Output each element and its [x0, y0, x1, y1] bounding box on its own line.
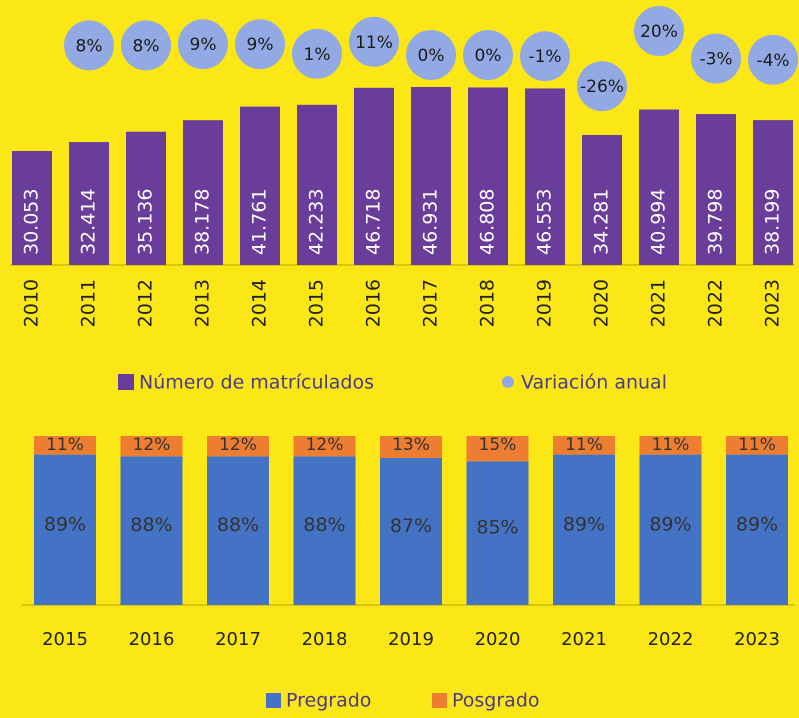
variation-label: -3%	[699, 50, 732, 70]
legend-label: Pregrado	[286, 690, 371, 712]
legend-swatch	[432, 693, 447, 708]
segment-label: 89%	[563, 513, 605, 535]
x-tick-label: 2011	[78, 279, 100, 327]
background	[0, 0, 799, 714]
x-tick-label: 2015	[42, 629, 88, 650]
x-tick-label: 2015	[306, 279, 328, 327]
bar-value-label: 46.553	[534, 189, 556, 255]
variation-label: 11%	[355, 33, 393, 53]
variation-label: -26%	[580, 77, 624, 97]
legend-swatch	[502, 376, 514, 388]
bar-value-label: 35.136	[135, 189, 157, 255]
x-tick-label: 2012	[135, 279, 157, 327]
legend-label: Variación anual	[521, 372, 667, 394]
legend-label: Número de matrículados	[139, 372, 374, 394]
variation-label: -1%	[528, 47, 561, 67]
segment-label: 11%	[652, 435, 690, 455]
x-tick-label: 2020	[475, 629, 521, 650]
x-tick-label: 2019	[388, 629, 434, 650]
segment-label: 89%	[736, 513, 778, 535]
bar-value-label: 38.178	[192, 189, 214, 255]
x-tick-label: 2014	[249, 279, 271, 327]
bar-value-label: 42.233	[306, 189, 328, 255]
segment-label: 87%	[390, 515, 432, 537]
x-tick-label: 2021	[561, 629, 607, 650]
segment-label: 11%	[46, 435, 84, 455]
bar-value-label: 41.761	[249, 189, 271, 255]
x-tick-label: 2017	[420, 279, 442, 327]
variation-label: 1%	[304, 45, 331, 65]
x-tick-label: 2019	[534, 279, 556, 327]
bar-value-label: 46.808	[477, 189, 499, 255]
x-tick-label: 2018	[477, 279, 499, 327]
legend-label: Posgrado	[452, 690, 540, 712]
bar-value-label: 40.994	[648, 189, 670, 255]
segment-label: 12%	[306, 435, 344, 455]
x-tick-label: 2016	[363, 279, 385, 327]
variation-label: 9%	[190, 35, 217, 55]
bar-value-label: 46.718	[363, 189, 385, 255]
variation-label: 9%	[247, 35, 274, 55]
variation-label: 20%	[640, 22, 678, 42]
variation-label: -4%	[756, 51, 789, 71]
segment-label: 15%	[479, 435, 517, 455]
x-tick-label: 2022	[648, 629, 694, 650]
bar-value-label: 39.798	[705, 189, 727, 255]
segment-label: 88%	[130, 514, 172, 536]
x-tick-label: 2013	[192, 279, 214, 327]
x-tick-label: 2023	[762, 279, 784, 327]
x-tick-label: 2017	[215, 629, 261, 650]
legend-swatch	[266, 693, 281, 708]
bar-value-label: 34.281	[591, 189, 613, 255]
segment-label: 89%	[44, 513, 86, 535]
infographic: 30.053 2010 32.414 2011 8% 35.136 2012 8% 38.178…	[0, 0, 799, 714]
x-tick-label: 2022	[705, 279, 727, 327]
variation-label: 8%	[76, 36, 103, 56]
segment-label: 89%	[649, 513, 691, 535]
segment-label: 12%	[219, 435, 257, 455]
x-tick-label: 2016	[129, 629, 175, 650]
legend-swatch	[118, 374, 134, 390]
x-tick-label: 2021	[648, 279, 670, 327]
x-tick-label: 2020	[591, 279, 613, 327]
segment-label: 11%	[738, 435, 776, 455]
variation-label: 0%	[418, 46, 445, 66]
variation-label: 8%	[133, 36, 160, 56]
x-tick-label: 2018	[302, 629, 348, 650]
bar-value-label: 30.053	[21, 189, 43, 255]
bar-value-label: 38.199	[762, 189, 784, 255]
segment-label: 88%	[303, 514, 345, 536]
bar-value-label: 46.931	[420, 189, 442, 255]
segment-label: 85%	[476, 517, 518, 539]
segment-label: 11%	[565, 435, 603, 455]
segment-label: 12%	[133, 435, 171, 455]
segment-label: 88%	[217, 514, 259, 536]
variation-label: 0%	[475, 46, 502, 66]
bar-value-label: 32.414	[78, 189, 100, 255]
segment-label: 13%	[392, 435, 430, 455]
x-tick-label: 2023	[734, 629, 780, 650]
x-tick-label: 2010	[21, 279, 43, 327]
